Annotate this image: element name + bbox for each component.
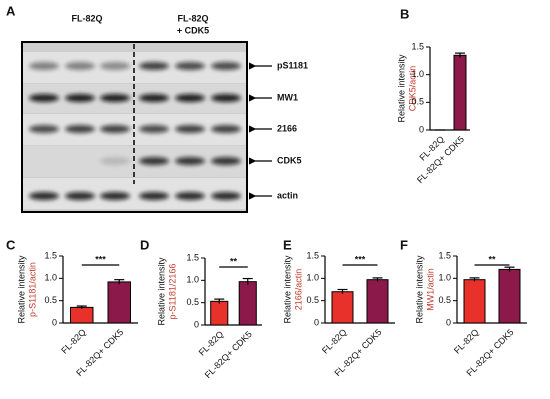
band — [211, 94, 241, 102]
bar — [210, 300, 229, 326]
panel-label: E — [283, 237, 292, 252]
y-axis-label: Relative intensity — [282, 255, 292, 324]
band — [65, 192, 95, 200]
y-tick-label: 0 — [52, 317, 57, 327]
y-axis-label: Relative intensity — [396, 54, 406, 123]
band — [65, 62, 95, 70]
band-label: MW1 — [277, 92, 298, 102]
band-label: actin — [277, 190, 298, 200]
y-axis-label: p-S1181/actin — [27, 262, 37, 317]
band — [211, 62, 241, 70]
band — [100, 125, 130, 133]
band-label: 2166 — [277, 123, 297, 133]
y-tick-label: 1.0 — [411, 69, 424, 79]
band — [139, 192, 169, 200]
y-tick-label: 0 — [446, 317, 451, 327]
y-axis-label: p-S1181/2166 — [167, 264, 177, 320]
band — [139, 94, 169, 102]
y-tick-label: 0 — [314, 317, 319, 327]
bar — [331, 291, 354, 324]
y-tick-label: 1.5 — [186, 252, 199, 262]
y-axis-label: Relative intensity — [414, 255, 424, 324]
y-axis-label: MW1/actin — [425, 268, 435, 311]
band — [29, 125, 59, 133]
significance: ** — [230, 256, 238, 266]
bar — [70, 306, 94, 324]
band — [211, 157, 241, 165]
blot-header: FL-82Q — [71, 13, 102, 23]
y-tick-label: 0.5 — [411, 97, 424, 107]
bar — [453, 54, 467, 131]
bar — [238, 281, 257, 326]
band — [65, 125, 95, 133]
y-tick-label: 1.5 — [438, 250, 451, 260]
panel-label: D — [140, 237, 149, 252]
panel-label: A — [6, 3, 16, 18]
x-tick-label: FL-82Q — [59, 327, 88, 356]
y-axis-label: CDK5/actin — [407, 66, 417, 112]
band — [211, 192, 241, 200]
x-tick-label: FL-82Q — [320, 327, 349, 356]
y-tick-label: 0.5 — [186, 297, 199, 307]
band — [100, 157, 130, 165]
band — [29, 94, 59, 102]
band — [65, 94, 95, 102]
band-label: pS1181 — [277, 60, 308, 70]
y-tick-label: 1.0 — [438, 273, 451, 283]
blot-header: FL-82Q — [177, 13, 208, 23]
y-tick-label: 1.0 — [44, 273, 57, 283]
y-tick-label: 0.5 — [438, 295, 451, 305]
panel-label: F — [400, 237, 408, 252]
y-tick-label: 0.5 — [306, 295, 319, 305]
y-tick-label: 1.5 — [306, 250, 319, 260]
band — [175, 94, 205, 102]
bar — [463, 279, 486, 324]
panel-label: B — [400, 6, 409, 21]
band-label: CDK5 — [277, 155, 302, 165]
y-tick-label: 1.0 — [306, 273, 319, 283]
band — [211, 125, 241, 133]
band — [100, 62, 130, 70]
blot-header: + CDK5 — [177, 25, 209, 35]
band — [100, 192, 130, 200]
y-tick-label: 0 — [194, 319, 199, 329]
y-tick-label: 0 — [419, 124, 424, 134]
y-axis-label: Relative intensity — [16, 255, 26, 324]
x-tick-label: FL-82Q — [452, 327, 481, 356]
band — [139, 62, 169, 70]
significance: *** — [95, 254, 106, 264]
significance: ** — [488, 254, 496, 264]
bar — [107, 281, 131, 324]
y-axis-label: 2166/actin — [293, 269, 303, 311]
band — [29, 62, 59, 70]
significance: *** — [355, 254, 366, 264]
bar — [498, 268, 521, 324]
band — [175, 125, 205, 133]
y-tick-label: 1.5 — [44, 250, 57, 260]
band — [175, 62, 205, 70]
y-tick-label: 1.5 — [411, 41, 424, 51]
band — [29, 192, 59, 200]
y-tick-label: 1.0 — [186, 275, 199, 285]
band — [139, 157, 169, 165]
blot — [23, 52, 246, 209]
band — [175, 157, 205, 165]
band — [100, 94, 130, 102]
y-axis-label: Relative intensity — [156, 257, 166, 326]
band — [175, 192, 205, 200]
bar — [366, 279, 389, 324]
y-tick-label: 0.5 — [44, 295, 57, 305]
band — [139, 125, 169, 133]
panel-label: C — [6, 237, 16, 252]
